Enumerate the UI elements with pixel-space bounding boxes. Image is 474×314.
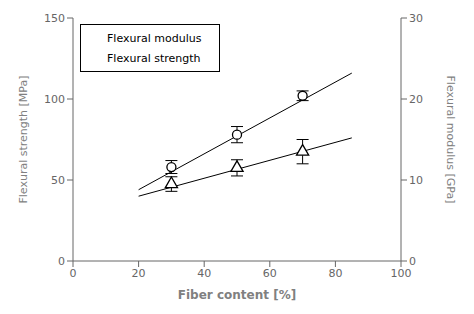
html-text:Flexural strength: Flexural strength — [107, 52, 201, 65]
svg-text:100: 100 — [391, 267, 412, 280]
svg-text:Flexural strength [MPa]: Flexural strength [MPa] — [17, 75, 30, 203]
svg-text:150: 150 — [44, 12, 65, 25]
svg-text:0: 0 — [58, 255, 65, 268]
svg-text:80: 80 — [328, 267, 342, 280]
svg-text:Flexural modulus [GPa]: Flexural modulus [GPa] — [444, 76, 457, 204]
svg-text:100: 100 — [44, 93, 65, 106]
svg-text:0: 0 — [70, 267, 77, 280]
svg-text:40: 40 — [197, 267, 211, 280]
svg-text:50: 50 — [51, 174, 65, 187]
html-text:Flexural modulus: Flexural modulus — [107, 32, 202, 45]
svg-text:0: 0 — [409, 255, 416, 268]
svg-text:20: 20 — [132, 267, 146, 280]
svg-text:10: 10 — [409, 174, 423, 187]
svg-text:30: 30 — [409, 12, 423, 25]
svg-text:20: 20 — [409, 93, 423, 106]
svg-text:60: 60 — [263, 267, 277, 280]
svg-text:Fiber content [%]: Fiber content [%] — [178, 288, 296, 302]
